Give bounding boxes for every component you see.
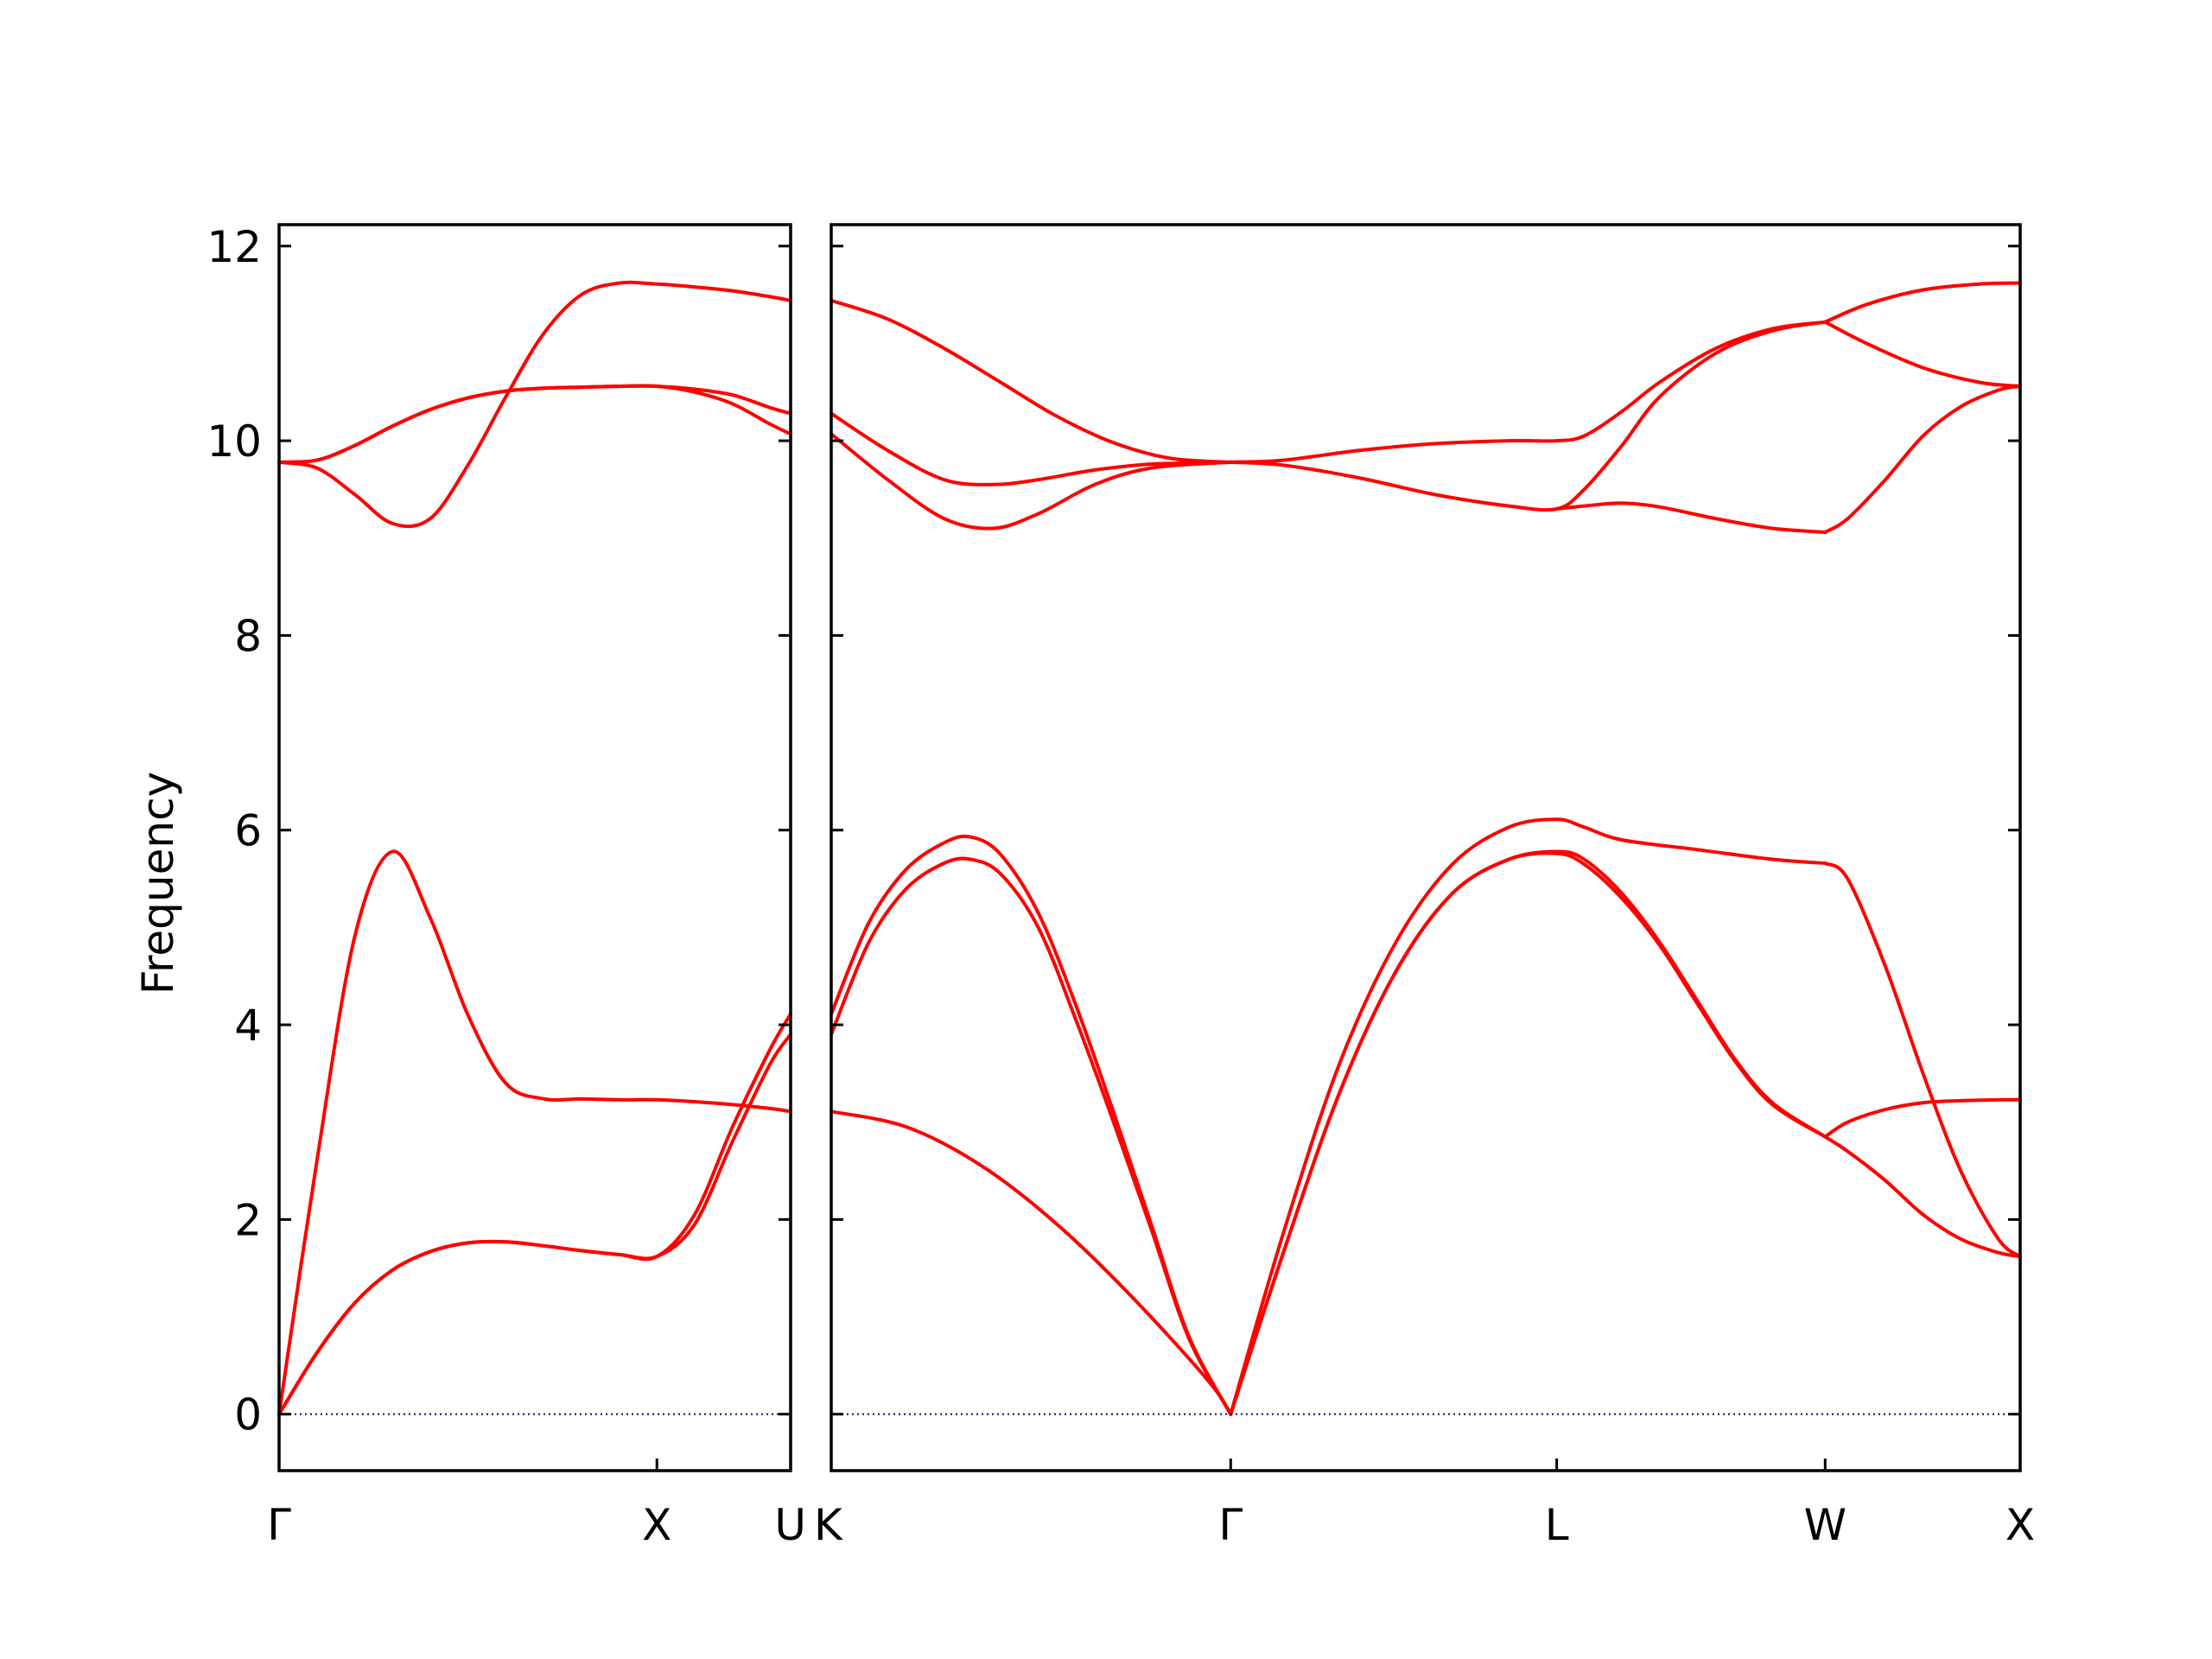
y-tick-label: 2: [234, 1195, 262, 1245]
band-line-7: [1823, 861, 2022, 1259]
band-line-2: [277, 1012, 792, 1416]
band-line-3: [830, 856, 1233, 1416]
band-line-6: [277, 384, 792, 464]
panel-1: 0 2 4 6 8 10 12 Γ X U: [207, 222, 806, 1550]
band-line-8: [1823, 1135, 2022, 1259]
y-tick-label: 10: [207, 416, 262, 467]
band-line-10: [830, 298, 1233, 464]
y-tick-label: 0: [234, 1390, 262, 1440]
x-tick-label: Γ: [267, 1500, 291, 1550]
band-line-17: [1823, 320, 2022, 388]
band-line-14: [1229, 320, 1827, 512]
band-line-13: [1229, 320, 1827, 464]
chart-panels: 0 2 4 6 8 10 12 Γ X U K Γ L W X: [207, 222, 2035, 1550]
band-line-3: [277, 1033, 792, 1416]
band-line-1: [830, 1109, 1233, 1416]
band-line-18: [1823, 385, 2022, 534]
x-tick-label: W: [1804, 1500, 1847, 1550]
band-line-6: [1229, 851, 1827, 1416]
x-tick-label: Γ: [1218, 1500, 1243, 1550]
x-tick-label: K: [814, 1500, 843, 1550]
panel-frame: [830, 223, 2022, 1472]
y-tick-label: 4: [234, 1001, 262, 1051]
band-line-1: [277, 849, 792, 1416]
band-line-11: [830, 411, 1233, 486]
band-line-9: [1823, 1097, 2022, 1139]
x-tick-label: X: [642, 1500, 671, 1550]
y-tick-label: 6: [234, 806, 262, 856]
x-tick-label: L: [1545, 1500, 1569, 1550]
band-line-4: [277, 280, 792, 529]
y-tick-label: 12: [207, 222, 262, 272]
band-line-16: [1823, 281, 2022, 324]
x-tick-label: X: [2005, 1500, 2035, 1550]
band-line-5: [1229, 849, 1827, 1416]
panel-frame: [277, 223, 792, 1472]
band-line-15: [1554, 501, 1827, 534]
y-tick-label: 8: [234, 611, 262, 661]
y-axis-label: Frequency: [133, 772, 183, 995]
band-line-2: [830, 834, 1233, 1416]
band-line-4: [1229, 817, 1827, 1416]
band-line-12: [830, 432, 1233, 531]
x-tick-label: U: [774, 1500, 806, 1550]
